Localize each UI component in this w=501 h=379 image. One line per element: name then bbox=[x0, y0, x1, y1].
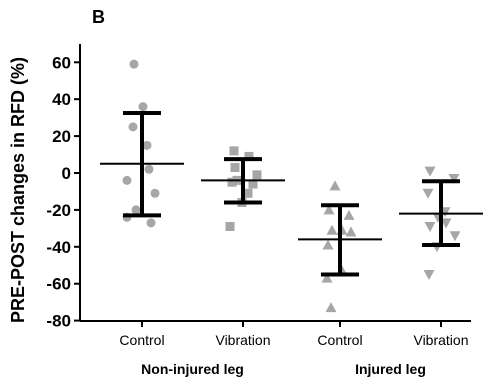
y-tick-label: 60 bbox=[52, 53, 71, 72]
data-point bbox=[323, 204, 335, 215]
data-point bbox=[122, 175, 132, 185]
x-tick-label: Control bbox=[119, 332, 164, 348]
data-point bbox=[322, 239, 334, 250]
data-point bbox=[424, 222, 436, 233]
x-ticks: Control Vibration Control Vibration bbox=[119, 321, 469, 348]
y-tick-label: 0 bbox=[62, 164, 71, 183]
group-label: Non-injured leg bbox=[141, 361, 244, 377]
data-point bbox=[252, 170, 262, 180]
data-point bbox=[325, 302, 337, 313]
data-point bbox=[230, 162, 240, 172]
x-tick-label: Vibration bbox=[413, 332, 468, 348]
x-tick-label: Vibration bbox=[215, 332, 270, 348]
data-point bbox=[142, 140, 152, 150]
data-point bbox=[423, 269, 435, 280]
mean-sd-bars bbox=[100, 111, 483, 277]
y-tick-label: -20 bbox=[46, 201, 71, 220]
data-point bbox=[227, 177, 237, 187]
data-point bbox=[321, 272, 333, 283]
data-point bbox=[144, 164, 154, 174]
y-tick-label: 20 bbox=[52, 127, 71, 146]
data-point bbox=[248, 179, 258, 189]
group-label: Injured leg bbox=[355, 361, 426, 377]
data-point bbox=[440, 218, 452, 229]
data-points bbox=[122, 59, 461, 313]
y-axis-label: PRE-POST changes in RFD (%) bbox=[8, 57, 28, 323]
y-tick-label: -80 bbox=[46, 312, 71, 331]
y-tick-label: -40 bbox=[46, 238, 71, 257]
data-point bbox=[424, 166, 436, 177]
group-labels: Non-injured leg Injured leg bbox=[141, 361, 426, 377]
data-point bbox=[243, 188, 253, 198]
panel-label: B bbox=[92, 7, 105, 27]
data-point bbox=[422, 188, 434, 199]
data-point bbox=[129, 59, 139, 69]
data-point bbox=[244, 151, 254, 161]
data-point bbox=[326, 224, 338, 235]
data-point bbox=[225, 222, 235, 232]
y-tick-label: 40 bbox=[52, 90, 71, 109]
data-point bbox=[229, 146, 239, 156]
y-ticks: 60 40 20 0 -20 -40 -60 -80 bbox=[46, 53, 80, 331]
x-tick-label: Control bbox=[317, 332, 362, 348]
data-point bbox=[329, 180, 341, 191]
data-point bbox=[448, 174, 460, 185]
data-point bbox=[146, 218, 156, 228]
data-point bbox=[343, 209, 355, 220]
data-point bbox=[131, 205, 141, 215]
data-point bbox=[345, 226, 357, 237]
y-tick-label: -60 bbox=[46, 275, 71, 294]
data-point bbox=[150, 188, 160, 198]
data-point bbox=[128, 122, 138, 132]
data-point bbox=[138, 102, 148, 112]
data-point bbox=[449, 231, 461, 242]
